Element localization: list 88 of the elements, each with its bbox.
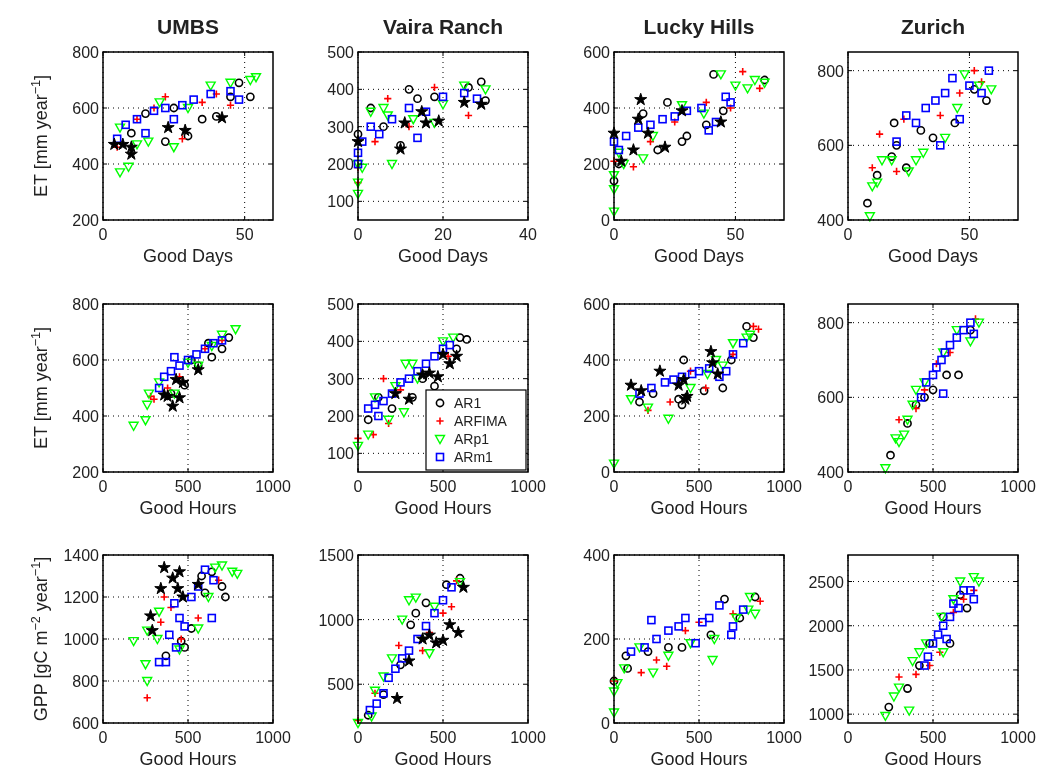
y-tick-label: 600 <box>72 715 100 732</box>
y-tick-label: 100 <box>327 193 355 211</box>
x-tick-label: 1000 <box>255 729 291 746</box>
y-tick-label: 0 <box>601 212 611 229</box>
x-axis-title: Good Hours <box>139 498 237 518</box>
x-axis-title: Good Hours <box>394 498 492 518</box>
y-tick-label: 600 <box>583 296 611 313</box>
y-tick-label: 400 <box>583 352 611 369</box>
y-tick-label: 400 <box>583 100 611 117</box>
y-tick-label: 1500 <box>318 547 355 564</box>
x-tick-label: 50 <box>235 226 254 243</box>
x-tick-label: 500 <box>174 729 202 746</box>
x-axis-title: Good Hours <box>650 749 748 769</box>
y-tick-label: 400 <box>72 408 100 425</box>
x-axis-title: Good Days <box>142 246 234 266</box>
legend-label: ARFIMA <box>454 413 508 429</box>
y-tick-label: 1000 <box>63 631 100 648</box>
y-tick-label: 1000 <box>808 706 845 724</box>
y-tick-label: 200 <box>327 156 355 173</box>
x-axis-title: Good Hours <box>394 749 492 769</box>
y-tick-label: 200 <box>72 464 100 481</box>
x-tick-label: 500 <box>429 729 457 746</box>
y-tick-label: 200 <box>72 212 100 229</box>
y-tick-label: 400 <box>817 212 845 229</box>
y-tick-label: 400 <box>327 81 355 99</box>
legend-label: ARm1 <box>454 449 494 465</box>
y-tick-label: 300 <box>327 118 355 136</box>
y-tick-label: 400 <box>817 464 845 481</box>
x-axis-title: Good Days <box>887 246 979 266</box>
x-axis-title: Good Hours <box>884 498 982 518</box>
y-tick-label: 800 <box>72 673 100 690</box>
y-tick-label: 800 <box>72 296 100 313</box>
x-tick-label: 50 <box>726 226 745 243</box>
x-axis-title: Good Hours <box>139 749 237 769</box>
y-tick-label: 800 <box>817 62 845 80</box>
y-tick-label: 300 <box>327 370 355 388</box>
chart-title: Lucky Hills <box>643 15 755 38</box>
y-tick-label: 100 <box>327 445 355 463</box>
y-tick-label: 2500 <box>808 573 845 591</box>
legend-label: ARp1 <box>454 431 490 447</box>
chart-title: Zurich <box>900 15 966 38</box>
x-tick-label: 500 <box>685 478 713 495</box>
x-tick-label: 1000 <box>766 729 802 746</box>
x-axis-title: Good Hours <box>884 749 982 769</box>
x-tick-label: 500 <box>919 729 947 746</box>
y-tick-label: 500 <box>327 44 355 61</box>
x-tick-label: 500 <box>685 729 713 746</box>
x-tick-label: 40 <box>519 226 537 243</box>
x-tick-label: 1000 <box>1000 478 1036 495</box>
y-tick-label: 200 <box>583 156 611 173</box>
y-tick-label: 500 <box>327 296 355 313</box>
y-tick-label: 500 <box>327 676 355 694</box>
x-tick-label: 1000 <box>255 478 291 495</box>
y-tick-label: 0 <box>601 464 611 481</box>
y-tick-label: 0 <box>601 715 611 732</box>
y-tick-label: 800 <box>72 44 100 61</box>
y-tick-label: 200 <box>327 408 355 425</box>
y-tick-label: 1400 <box>63 547 100 564</box>
x-tick-label: 1000 <box>510 729 546 746</box>
y-tick-label: 1000 <box>318 611 355 629</box>
y-tick-label: 400 <box>72 156 100 173</box>
x-tick-label: 1000 <box>766 478 802 495</box>
y-tick-label: 1200 <box>63 589 100 606</box>
y-tick-label: 600 <box>817 137 845 155</box>
legend-label: AR1 <box>454 395 482 411</box>
x-tick-label: 500 <box>174 478 202 495</box>
x-tick-label: 1000 <box>1000 729 1036 746</box>
y-tick-label: 200 <box>583 408 611 425</box>
x-tick-label: 500 <box>919 478 947 495</box>
chart-title: UMBS <box>157 15 219 38</box>
x-axis-title: Good Hours <box>650 498 748 518</box>
x-tick-label: 20 <box>434 226 452 243</box>
y-tick-label: 2000 <box>808 617 845 635</box>
y-tick-label: 600 <box>72 100 100 117</box>
chart-title: Vaira Ranch <box>382 15 504 38</box>
x-axis-title: Good Days <box>397 246 489 266</box>
x-tick-label: 50 <box>960 226 979 243</box>
y-tick-label: 600 <box>72 352 100 369</box>
x-axis-title: Good Days <box>653 246 745 266</box>
y-tick-label: 600 <box>583 44 611 61</box>
y-tick-label: 400 <box>327 333 355 351</box>
y-tick-label: 1500 <box>808 661 845 679</box>
y-tick-label: 600 <box>817 389 845 407</box>
x-tick-label: 500 <box>429 478 457 495</box>
y-tick-label: 200 <box>583 631 611 648</box>
x-tick-label: 1000 <box>510 478 546 495</box>
y-tick-label: 400 <box>583 547 611 564</box>
y-tick-label: 800 <box>817 314 845 332</box>
